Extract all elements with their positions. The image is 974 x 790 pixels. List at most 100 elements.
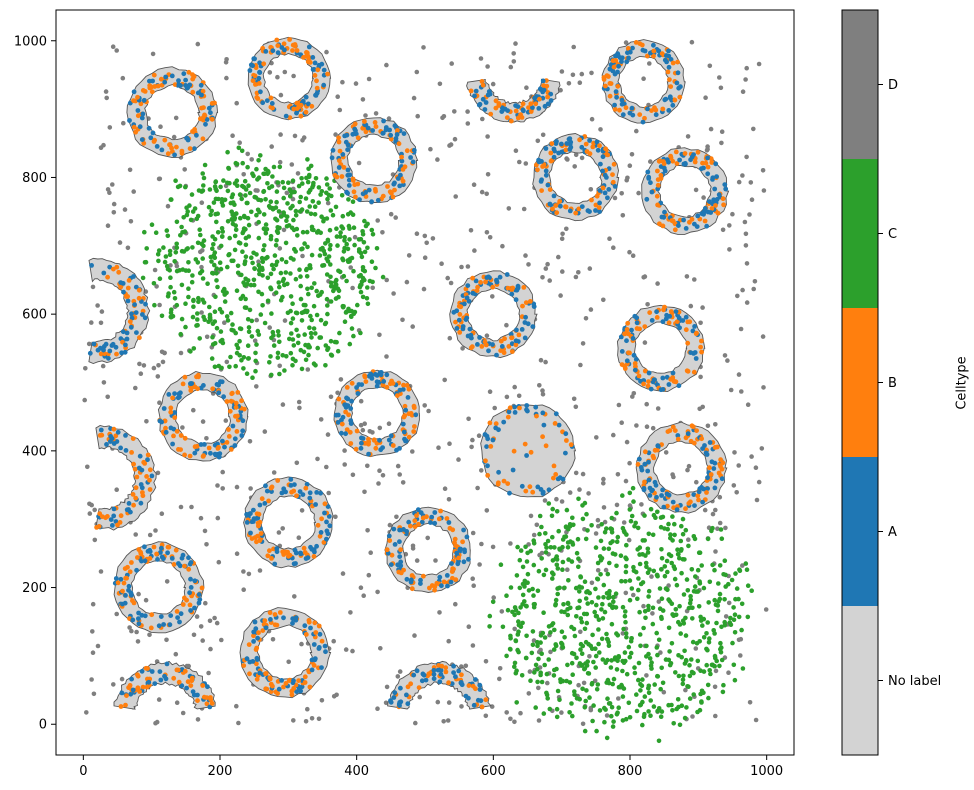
point-a	[454, 308, 460, 314]
point-c	[582, 666, 588, 671]
point-a	[146, 679, 152, 685]
point-c	[719, 536, 725, 541]
point-c	[344, 241, 350, 247]
point-b	[685, 340, 691, 346]
point-d	[156, 176, 162, 182]
point-d	[383, 700, 389, 706]
point-c	[172, 259, 177, 264]
point-c	[692, 584, 698, 589]
point-d	[199, 310, 204, 315]
point-a	[674, 80, 680, 86]
point-c	[667, 649, 672, 654]
point-b	[689, 423, 695, 429]
point-c	[624, 532, 629, 537]
point-b	[366, 436, 371, 442]
point-c	[365, 245, 370, 251]
point-b	[612, 106, 618, 112]
point-c	[730, 640, 735, 646]
point-a	[392, 542, 398, 547]
point-c	[191, 304, 196, 310]
point-b	[224, 440, 230, 445]
point-c	[151, 281, 157, 286]
point-d	[333, 514, 338, 520]
point-d	[400, 317, 405, 323]
point-b	[171, 433, 176, 439]
point-d	[748, 180, 754, 185]
point-c	[585, 601, 590, 606]
point-b	[548, 150, 554, 156]
point-c	[645, 550, 651, 555]
point-b	[453, 577, 459, 583]
point-a	[131, 274, 136, 279]
point-b	[267, 610, 273, 616]
point-c	[676, 704, 681, 710]
point-a	[133, 284, 139, 290]
point-b	[206, 445, 212, 451]
point-a	[343, 431, 348, 437]
ring-cluster	[449, 270, 538, 359]
point-d	[445, 275, 451, 281]
point-d	[671, 474, 676, 480]
point-b	[474, 288, 480, 293]
point-a	[120, 601, 125, 607]
point-b	[530, 489, 536, 495]
point-c	[736, 614, 742, 620]
point-c	[576, 496, 581, 502]
point-b	[256, 630, 261, 636]
point-c	[572, 689, 577, 694]
point-d	[133, 385, 138, 391]
point-b	[416, 685, 422, 690]
point-b	[479, 79, 485, 84]
point-b	[451, 566, 456, 572]
point-d	[512, 626, 517, 632]
point-d	[594, 435, 599, 440]
point-d	[388, 211, 394, 217]
point-c	[352, 242, 357, 248]
point-b	[133, 495, 139, 501]
point-d	[324, 49, 329, 55]
point-a	[275, 50, 281, 56]
point-c	[324, 272, 330, 277]
point-b	[498, 338, 504, 344]
point-c	[621, 626, 626, 632]
point-c	[230, 212, 235, 218]
point-c	[582, 579, 588, 584]
point-c	[634, 708, 640, 714]
point-b	[94, 525, 99, 530]
point-d	[299, 641, 304, 647]
point-d	[712, 684, 718, 690]
point-a	[522, 335, 528, 341]
point-c	[271, 266, 276, 272]
point-b	[478, 280, 483, 285]
point-d	[580, 721, 586, 727]
point-c	[664, 558, 670, 564]
point-c	[304, 267, 309, 273]
point-c	[293, 276, 299, 282]
point-c	[243, 296, 248, 302]
point-c	[281, 185, 287, 191]
point-b	[201, 694, 207, 700]
point-b	[537, 96, 542, 102]
point-c	[240, 160, 245, 166]
point-c	[646, 685, 651, 691]
point-a	[683, 314, 689, 320]
point-a	[370, 128, 375, 133]
point-a	[140, 312, 145, 317]
point-c	[515, 647, 520, 653]
point-c	[530, 629, 536, 634]
point-d	[615, 472, 621, 477]
point-c	[314, 230, 320, 235]
point-c	[682, 715, 688, 721]
point-d	[103, 89, 109, 94]
point-a	[307, 495, 313, 501]
point-c	[238, 215, 243, 221]
point-b	[702, 218, 708, 224]
ring-cluster	[87, 257, 151, 364]
point-a	[311, 642, 317, 647]
point-b	[493, 98, 499, 104]
point-d	[742, 219, 748, 225]
point-c	[639, 683, 645, 688]
point-d	[144, 419, 149, 424]
point-a	[359, 382, 365, 387]
point-b	[687, 219, 692, 225]
